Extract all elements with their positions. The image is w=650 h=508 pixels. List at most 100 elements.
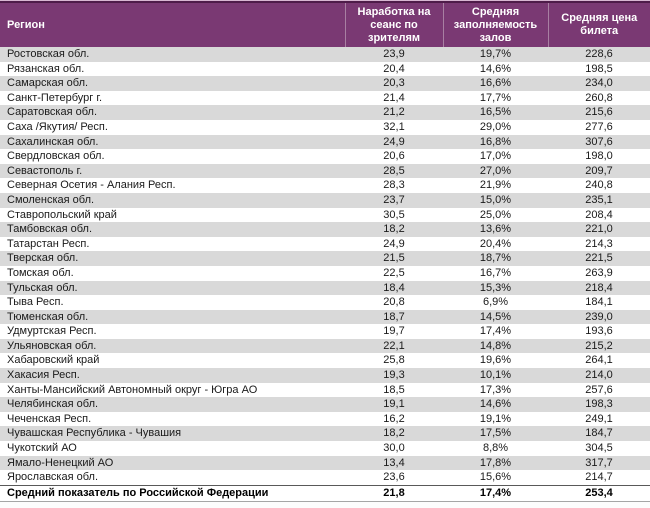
price-cell: 235,1	[585, 193, 613, 206]
total-occupancy-value: 17,4%	[443, 484, 548, 502]
occupancy-cell: 14,5%	[479, 310, 512, 323]
table-row: Чеченская Респ. 16,2 19,1% 249,1	[0, 411, 650, 427]
region-cell: Тамбовская обл.	[7, 223, 93, 236]
price-cell: 184,1	[585, 296, 613, 309]
occupancy-cell: 17,0%	[479, 150, 512, 163]
occupancy-cell: 17,5%	[479, 427, 512, 440]
price-cell: 257,6	[585, 383, 613, 396]
sessions-cell: 23,7	[383, 193, 405, 206]
table-row: Татарстан Респ. 24,9 20,4% 214,3	[0, 236, 650, 252]
sessions-cell: 21,5	[383, 252, 405, 265]
table-footer: Средний показатель по Российской Федерац…	[0, 484, 650, 502]
region-cell: Рязанская обл.	[7, 62, 85, 75]
price-cell: 198,0	[585, 150, 613, 163]
price-cell: 221,5	[585, 252, 613, 265]
table-row: Тыва Респ. 20,8 6,9% 184,1	[0, 295, 650, 310]
occupancy-cell: 8,8%	[482, 442, 509, 455]
price-cell: 277,6	[585, 120, 613, 133]
price-cell: 198,3	[585, 398, 613, 411]
region-cell: Севастополь г.	[7, 164, 83, 177]
table-row: Ульяновская обл. 22,1 14,8% 215,2	[0, 338, 650, 354]
occupancy-cell: 29,0%	[479, 120, 512, 133]
sessions-cell: 20,8	[383, 296, 405, 309]
occupancy-cell: 16,8%	[479, 135, 512, 148]
region-cell: Чувашская Республика - Чувашия	[7, 427, 182, 440]
region-cell: Ставропольский край	[7, 208, 117, 221]
price-cell: 249,1	[585, 412, 613, 425]
price-cell: 260,8	[585, 91, 613, 104]
price-cell: 209,7	[585, 164, 613, 177]
header-row: Регион Наработка на сеанс по зрителям Ср…	[0, 2, 650, 47]
table-row: Тверская обл. 21,5 18,7% 221,5	[0, 251, 650, 266]
region-cell: Сахалинская обл.	[7, 135, 99, 148]
sessions-cell: 23,9	[383, 48, 405, 60]
total-row: Средний показатель по Российской Федерац…	[0, 484, 650, 502]
table-row: Самарская обл. 20,3 16,6% 234,0	[0, 76, 650, 91]
sessions-cell: 30,0	[383, 442, 405, 455]
region-cell: Хабаровский край	[7, 354, 100, 367]
occupancy-cell: 21,9%	[479, 179, 512, 192]
sessions-cell: 18,7	[383, 310, 405, 323]
table-row: Удмуртская Респ. 19,7 17,4% 193,6	[0, 324, 650, 339]
price-cell: 198,5	[585, 62, 613, 75]
price-cell: 304,5	[585, 442, 613, 455]
occupancy-cell: 27,0%	[479, 164, 512, 177]
table-row: Чукотский АО 30,0 8,8% 304,5	[0, 441, 650, 456]
sessions-cell: 32,1	[383, 120, 405, 133]
occupancy-cell: 15,3%	[479, 281, 512, 294]
region-cell: Ярославская обл.	[7, 471, 99, 484]
region-cell: Ямало-Ненецкий АО	[7, 456, 114, 469]
table-row: Санкт-Петербург г. 21,4 17,7% 260,8	[0, 90, 650, 106]
region-cell: Саха /Якутия/ Респ.	[7, 120, 108, 133]
sessions-cell: 13,4	[383, 456, 405, 469]
sessions-cell: 19,7	[383, 325, 405, 338]
sessions-cell: 25,8	[383, 354, 405, 367]
col-header-occupancy: Средняя заполняемость залов	[442, 2, 548, 47]
sessions-cell: 18,5	[383, 383, 405, 396]
sessions-cell: 19,1	[383, 398, 405, 411]
table-row: Чувашская Республика - Чувашия 18,2 17,5…	[0, 426, 650, 442]
price-cell: 214,3	[585, 237, 613, 250]
table-body: Ростовская обл. 23,9 19,7% 228,6 Рязанск…	[0, 47, 650, 486]
table-row: Ярославская обл. 23,6 15,6% 214,7	[0, 470, 650, 486]
region-cell: Чукотский АО	[7, 442, 77, 455]
price-cell: 215,6	[585, 106, 613, 119]
region-cell: Свердловская обл.	[7, 150, 105, 163]
sessions-cell: 20,4	[383, 62, 405, 75]
region-cell: Тульская обл.	[7, 281, 78, 294]
sessions-cell: 30,5	[383, 208, 405, 221]
region-cell: Самарская обл.	[7, 77, 89, 90]
occupancy-cell: 16,6%	[479, 77, 512, 90]
price-cell: 317,7	[585, 456, 613, 469]
occupancy-cell: 17,3%	[479, 383, 512, 396]
occupancy-cell: 14,6%	[479, 62, 512, 75]
price-cell: 208,4	[585, 208, 613, 221]
occupancy-cell: 15,0%	[479, 193, 512, 206]
table-row: Ростовская обл. 23,9 19,7% 228,6	[0, 47, 650, 62]
price-cell: 221,0	[585, 223, 613, 236]
table-row: Хабаровский край 25,8 19,6% 264,1	[0, 353, 650, 369]
total-price-value: 253,4	[548, 484, 650, 502]
occupancy-cell: 13,6%	[479, 223, 512, 236]
sessions-cell: 21,4	[383, 91, 405, 104]
price-cell: 193,6	[585, 325, 613, 338]
table-row: Рязанская обл. 20,4 14,6% 198,5	[0, 61, 650, 77]
region-cell: Саратовская обл.	[7, 106, 98, 119]
sessions-cell: 18,2	[383, 427, 405, 440]
table-row: Хакасия Респ. 19,3 10,1% 214,0	[0, 368, 650, 383]
occupancy-cell: 17,7%	[479, 91, 512, 104]
price-cell: 218,4	[585, 281, 613, 294]
region-cell: Тюменская обл.	[7, 310, 89, 323]
price-cell: 240,8	[585, 179, 613, 192]
occupancy-cell: 19,1%	[479, 412, 512, 425]
region-cell: Смоленская обл.	[7, 193, 95, 206]
occupancy-cell: 20,4%	[479, 237, 512, 250]
price-cell: 184,7	[585, 427, 613, 440]
sessions-cell: 28,5	[383, 164, 405, 177]
sessions-cell: 21,2	[383, 106, 405, 119]
region-cell: Тыва Респ.	[7, 296, 64, 309]
region-cell: Томская обл.	[7, 266, 74, 279]
sessions-cell: 16,2	[383, 412, 405, 425]
